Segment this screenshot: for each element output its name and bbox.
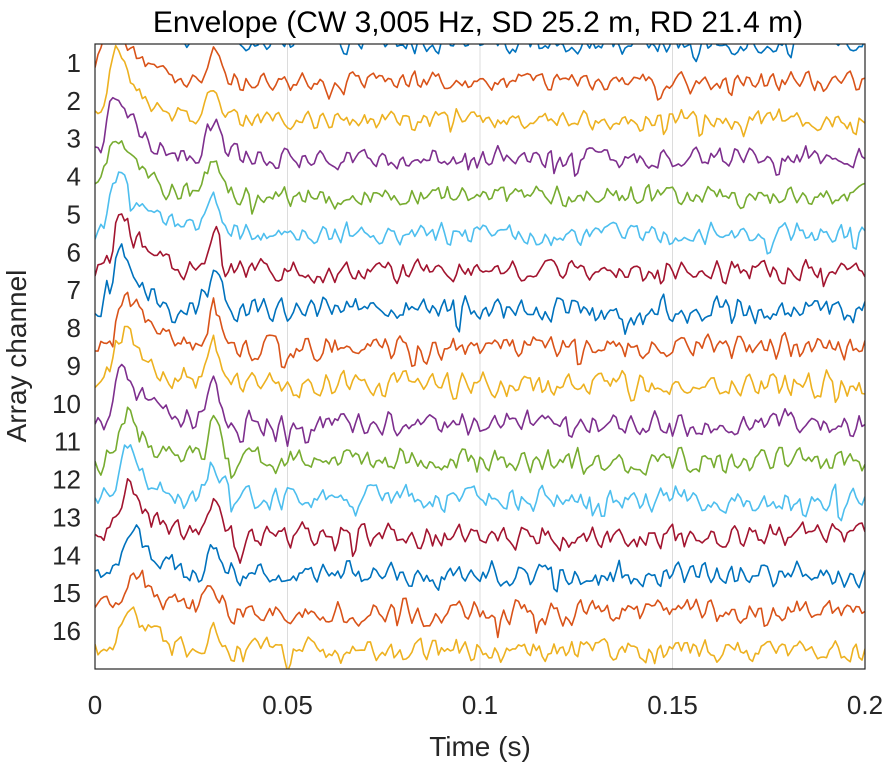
series-line-channel-9 <box>95 291 865 369</box>
x-tick-label: 0.1 <box>462 690 498 720</box>
x-tick-label: 0.2 <box>847 690 883 720</box>
y-tick-label: 15 <box>52 578 81 608</box>
series-line-channel-10 <box>95 325 865 404</box>
series-line-channel-13 <box>95 443 865 522</box>
series-group <box>95 44 865 669</box>
y-tick-label: 8 <box>67 313 81 343</box>
y-tick-label: 2 <box>67 86 81 116</box>
x-tick-label: 0.05 <box>262 690 313 720</box>
y-tick-label: 12 <box>52 465 81 495</box>
y-tick-label: 7 <box>67 275 81 305</box>
x-tick-labels: 0 0.05 0.1 0.15 0.2 <box>88 690 883 720</box>
series-line-channel-7 <box>95 213 865 288</box>
y-tick-label: 3 <box>67 124 81 154</box>
x-tick-label: 0 <box>88 690 102 720</box>
series-line-channel-2 <box>95 44 865 101</box>
y-tick-label: 1 <box>67 48 81 78</box>
y-axis-label: Array channel <box>1 270 32 443</box>
x-tick-label: 0.15 <box>647 690 698 720</box>
y-tick-label: 14 <box>52 540 81 570</box>
series-line-channel-14 <box>95 477 865 564</box>
y-tick-label: 6 <box>67 237 81 267</box>
series-line-channel-3 <box>95 44 865 138</box>
series-line-channel-12 <box>95 406 865 479</box>
x-axis-label: Time (s) <box>429 731 531 762</box>
series-line-channel-16 <box>95 569 865 639</box>
series-line-channel-5 <box>95 140 865 215</box>
y-tick-label: 13 <box>52 502 81 532</box>
series-line-channel-8 <box>95 243 865 336</box>
series-line-channel-1 <box>184 44 865 63</box>
series-line-channel-15 <box>95 524 865 593</box>
series-line-channel-11 <box>95 363 865 448</box>
y-tick-label: 5 <box>67 199 81 229</box>
grid-lines <box>287 44 673 669</box>
y-tick-label: 16 <box>52 616 81 646</box>
y-tick-label: 10 <box>52 389 81 419</box>
y-tick-label: 9 <box>67 351 81 381</box>
y-tick-label: 11 <box>54 427 81 457</box>
chart-title: Envelope (CW 3,005 Hz, SD 25.2 m, RD 21.… <box>153 6 803 39</box>
series-line-channel-17 <box>95 606 865 669</box>
series-line-channel-4 <box>95 96 865 177</box>
axes-box <box>94 43 866 670</box>
series-line-channel-6 <box>95 171 865 255</box>
y-tick-label: 4 <box>67 162 81 192</box>
